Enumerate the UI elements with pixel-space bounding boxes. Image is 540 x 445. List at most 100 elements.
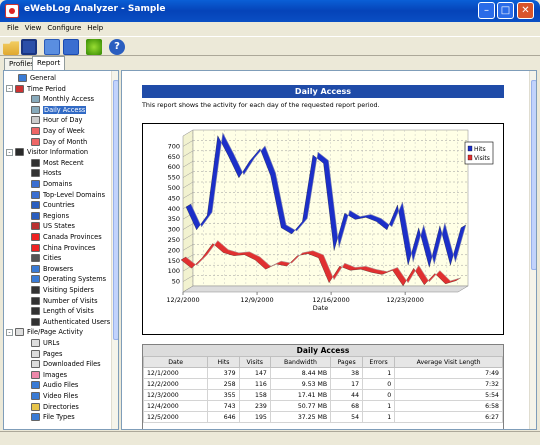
tree-item-label: Length of Visits (43, 307, 94, 316)
y-tick-label: 100 (168, 267, 180, 275)
chart-svg: 50 100 150 200 250 300 350 400 450 500 550 600 650 70… (166, 129, 494, 312)
column-header[interactable]: Bandwidth (269, 356, 332, 368)
close-button[interactable]: ✕ (517, 2, 534, 19)
maximize-button[interactable]: □ (497, 2, 514, 19)
tree-item-images[interactable]: Images (31, 370, 67, 381)
visitor-icon (15, 148, 24, 157)
x-tick-label: 12/23/2000 (386, 296, 423, 304)
series-hits (185, 132, 467, 269)
month-day-icon (31, 137, 40, 146)
users-icon (31, 317, 40, 326)
tree-item-top-level-domains[interactable]: Top-Level Domains (31, 190, 105, 201)
column-header[interactable]: Errors (362, 356, 396, 368)
tree-item-file-page-activity[interactable]: File/Page Activity (15, 327, 83, 338)
analyze-icon[interactable] (86, 39, 102, 55)
column-header[interactable]: Pages (330, 356, 364, 368)
url-icon (31, 339, 40, 347)
report-view-icon[interactable] (44, 39, 60, 55)
tree-item-number-of-visits[interactable]: Number of Visits (31, 296, 98, 307)
tree-item-hour-of-day[interactable]: Hour of Day (31, 115, 82, 126)
tree-item-domains[interactable]: Domains (31, 179, 72, 190)
status-bar (0, 431, 540, 445)
window-title: eWebLog Analyzer - Sample (24, 4, 166, 14)
tree-item-browsers[interactable]: Browsers (31, 264, 73, 275)
tree-item-visiting-spiders[interactable]: Visiting Spiders (31, 285, 94, 296)
tree-item-countries[interactable]: Countries (31, 200, 75, 211)
tree-item-label: Downloaded Files (43, 360, 101, 369)
table-cell: 355 (207, 389, 240, 401)
menu-configure[interactable]: Configure (47, 24, 82, 32)
save-icon[interactable] (21, 39, 37, 55)
tree-item-label: General (30, 74, 56, 82)
report-description: This report shows the activity for each … (142, 101, 380, 109)
tree-item-most-recent[interactable]: Most Recent (31, 158, 84, 169)
table-cell: 38 (330, 367, 364, 379)
tree-expander[interactable]: - (6, 149, 13, 156)
globe-icon (31, 201, 40, 210)
x-tick-label: 12/9/2000 (240, 296, 273, 304)
tree-item-day-of-week[interactable]: Day of Week (31, 126, 85, 137)
regions-icon (31, 211, 40, 220)
menu-view[interactable]: View (24, 24, 42, 32)
tree-item-time-period[interactable]: Time Period (15, 84, 66, 95)
menu-file[interactable]: File (7, 24, 19, 32)
table-cell: 7:49 (394, 367, 503, 379)
tree-item-regions[interactable]: Regions (31, 211, 69, 222)
tree-item-downloaded-files[interactable]: Downloaded Files (31, 359, 101, 370)
tree-item-length-of-visits[interactable]: Length of Visits (31, 306, 94, 317)
tree-item-directories[interactable]: Directories (31, 402, 79, 413)
table-cell: 5:54 (394, 389, 503, 401)
tree-item-operating-systems[interactable]: Operating Systems (31, 274, 106, 285)
tree-item-audio-files[interactable]: Audio Files (31, 380, 78, 391)
tree-scroll-thumb[interactable] (113, 80, 118, 340)
report-title: Daily Access (142, 85, 504, 98)
open-icon[interactable] (3, 41, 19, 55)
table-cell: 17.41 MB (269, 389, 332, 401)
tree-item-video-files[interactable]: Video Files (31, 391, 78, 402)
column-header[interactable]: Average Visit Length (394, 356, 503, 368)
tree-item-pages[interactable]: Pages (31, 349, 62, 360)
tree-item-day-of-month[interactable]: Day of Month (31, 137, 87, 148)
tree-expander[interactable]: - (6, 329, 13, 337)
report-scrollbar[interactable] (529, 71, 536, 429)
help-icon[interactable]: ? (109, 39, 125, 55)
column-header[interactable]: Hits (207, 356, 240, 368)
tree-item-general[interactable]: General (18, 73, 56, 84)
column-header[interactable]: Date (142, 356, 209, 368)
y-tick-label: 600 (168, 163, 180, 171)
y-tick-label: 700 (168, 142, 180, 150)
tree-item-cities[interactable]: Cities (31, 253, 61, 264)
table-cell: 50.77 MB (269, 400, 332, 412)
column-header[interactable]: Visits (238, 356, 271, 368)
legend-swatch (467, 154, 473, 161)
tree-item-label: Visitor Information (27, 148, 89, 157)
tree-expander[interactable]: - (6, 85, 13, 93)
tree-item-authenticated-users[interactable]: Authenticated Users (31, 317, 110, 328)
table-cell: 6:58 (394, 400, 503, 412)
tree-item-visitor-information[interactable]: Visitor Information (15, 147, 88, 158)
gridline-side (182, 150, 194, 158)
tree-item-china-provinces[interactable]: China Provinces (31, 243, 95, 254)
tree-scrollbar[interactable] (111, 71, 118, 429)
minimize-button[interactable]: – (478, 2, 495, 19)
tab-report[interactable]: Report (32, 56, 66, 70)
menu-help[interactable]: Help (87, 24, 104, 32)
table-cell: 12/2/2000 (142, 378, 209, 390)
tld-icon (31, 190, 40, 199)
export-icon[interactable] (63, 39, 79, 55)
canada-flag-icon (31, 233, 40, 241)
table-cell: 7:32 (394, 378, 503, 390)
tree-item-urls[interactable]: URLs (31, 338, 60, 349)
tree-item-monthly-access[interactable]: Monthly Access (31, 94, 94, 105)
tree-item-daily-access[interactable]: Daily Access (31, 105, 87, 116)
browser-icon (31, 264, 40, 273)
tree-item-hosts[interactable]: Hosts (31, 168, 61, 179)
tree-item-label: Top-Level Domains (43, 190, 106, 199)
tree-item-canada-provinces[interactable]: Canada Provinces (31, 232, 102, 243)
tree-item-label: Countries (43, 201, 75, 210)
tree-item-us-states[interactable]: US States (31, 221, 75, 232)
image-icon (31, 370, 40, 379)
tree-item-file-types[interactable]: File Types (31, 412, 75, 423)
report-scroll-thumb[interactable] (531, 80, 536, 270)
table-cell: 0 (362, 389, 396, 401)
